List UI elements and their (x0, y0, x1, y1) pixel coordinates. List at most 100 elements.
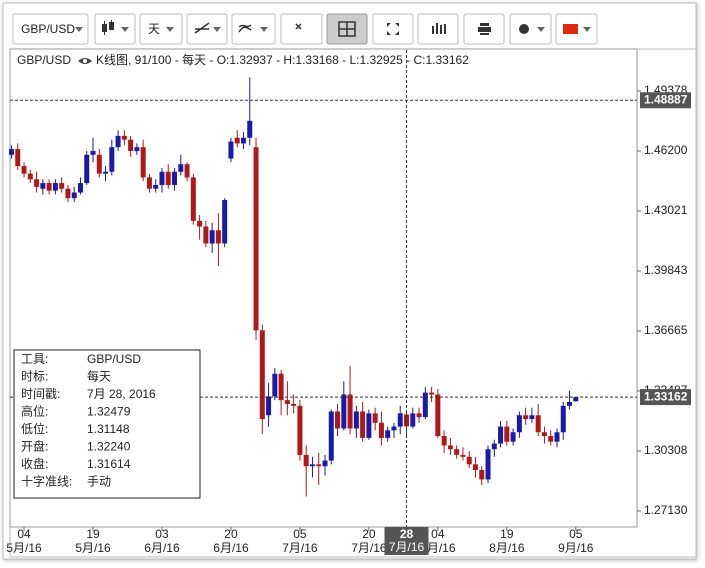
dropdown-arrow (583, 27, 591, 32)
candle-body (165, 171, 171, 185)
candle-body (535, 415, 541, 433)
symbol-button[interactable] (12, 13, 89, 45)
candle-body (554, 432, 560, 442)
candle-body (90, 150, 96, 155)
candle-body (40, 183, 46, 189)
candle-body (27, 173, 33, 180)
x-tick-month: 6月/16 (213, 541, 249, 555)
candle-body (190, 177, 196, 221)
fullscreen-button[interactable] (372, 13, 414, 45)
volume-icon (432, 23, 446, 34)
dropdown-arrow (537, 27, 545, 32)
candle-body (441, 436, 447, 446)
candle-body (34, 179, 40, 187)
candle-body (128, 139, 134, 151)
x-tick-label: 04 (17, 527, 31, 541)
x-tick-label: 05 (293, 527, 307, 541)
candle-body (96, 154, 102, 174)
toolbar: GBP/USD 天 (12, 13, 598, 45)
x-tick-label: 03 (155, 527, 169, 541)
remove-button[interactable] (280, 13, 323, 45)
chart-type-button[interactable] (94, 13, 136, 45)
x-tick-month: 5月/16 (75, 541, 111, 555)
candle-body (184, 164, 190, 178)
info-label: 十字准线: (21, 474, 72, 489)
candle-body (410, 413, 416, 427)
info-value: 1.31614 (87, 457, 131, 471)
last-price-box (640, 389, 691, 406)
candle-body (504, 426, 510, 442)
candle-body (498, 426, 504, 444)
crosshair-month: 7月/16 (389, 540, 425, 554)
candle-body (385, 430, 391, 438)
marks: 1.493781.462001.430211.398431.366651.334… (6, 77, 688, 555)
x-tick-label: 19 (500, 527, 514, 541)
candle-body (240, 137, 246, 144)
info-value: 1.32479 (87, 405, 131, 419)
timeframe-text: 天 (148, 22, 160, 36)
x-tick-label: 20 (224, 527, 238, 541)
candle-body (510, 432, 516, 442)
indicator-button[interactable] (231, 13, 276, 45)
settings-button[interactable] (509, 13, 552, 45)
info-value: 1.31148 (87, 422, 130, 436)
dropdown-arrow (121, 27, 129, 32)
candle-body (77, 183, 83, 193)
dropdown-arrow (75, 27, 83, 32)
info-value: GBP/USD (87, 352, 141, 366)
candle-body (560, 405, 566, 433)
candle-body (178, 164, 184, 172)
dropdown-arrow (166, 27, 174, 32)
y-tick-label: 1.46200 (644, 143, 688, 157)
candle-body (573, 397, 579, 402)
x-tick-month: 8月/16 (420, 541, 456, 555)
x-tick-month: 8月/16 (489, 541, 525, 555)
flag-icon (563, 24, 578, 34)
x-tick-month: 6月/16 (144, 541, 180, 555)
eye-icon[interactable] (78, 58, 92, 64)
candle-body (347, 394, 353, 429)
candle-body (460, 454, 466, 457)
candle-body (65, 188, 71, 199)
candle-body (84, 154, 90, 184)
candle-body (541, 432, 547, 437)
candle-body (71, 192, 77, 199)
x-tick-label: 19 (86, 527, 100, 541)
candle-body (516, 415, 522, 433)
candle-body (209, 230, 215, 244)
candle-body (529, 415, 535, 420)
candle-body (46, 183, 52, 191)
candle-body (360, 411, 366, 438)
candle-body (447, 445, 453, 450)
y-tick-label: 1.27130 (644, 503, 688, 517)
candle-body (548, 436, 554, 442)
candle-body (366, 413, 372, 438)
settings-icon (519, 24, 529, 34)
candle-body (103, 171, 109, 174)
candle-body (247, 120, 253, 138)
info-value: 每天 (87, 369, 111, 384)
candle-body (121, 135, 127, 140)
info-label: 开盘: (21, 439, 48, 454)
candle-body (153, 184, 159, 189)
candle-body (341, 394, 347, 429)
x-tick-label: 20 (362, 527, 376, 541)
info-label: 时间戳: (21, 387, 60, 401)
candle-body (134, 147, 140, 151)
crosshair-icon (338, 21, 356, 37)
symbol-text: GBP/USD (21, 22, 75, 36)
candle-body (479, 469, 485, 480)
candle-body (222, 200, 228, 244)
candle-body (272, 373, 278, 397)
candle-body (278, 373, 284, 401)
dropdown-arrow (260, 27, 268, 32)
y-tick-label: 1.36665 (644, 323, 688, 337)
timeframe-button[interactable] (139, 13, 183, 45)
dropdown-arrow (213, 27, 221, 32)
y-tick-label: 1.39843 (644, 263, 688, 277)
candle-body (309, 464, 315, 467)
candle-body (316, 464, 322, 467)
x-tick-month: 9月/16 (558, 541, 594, 555)
